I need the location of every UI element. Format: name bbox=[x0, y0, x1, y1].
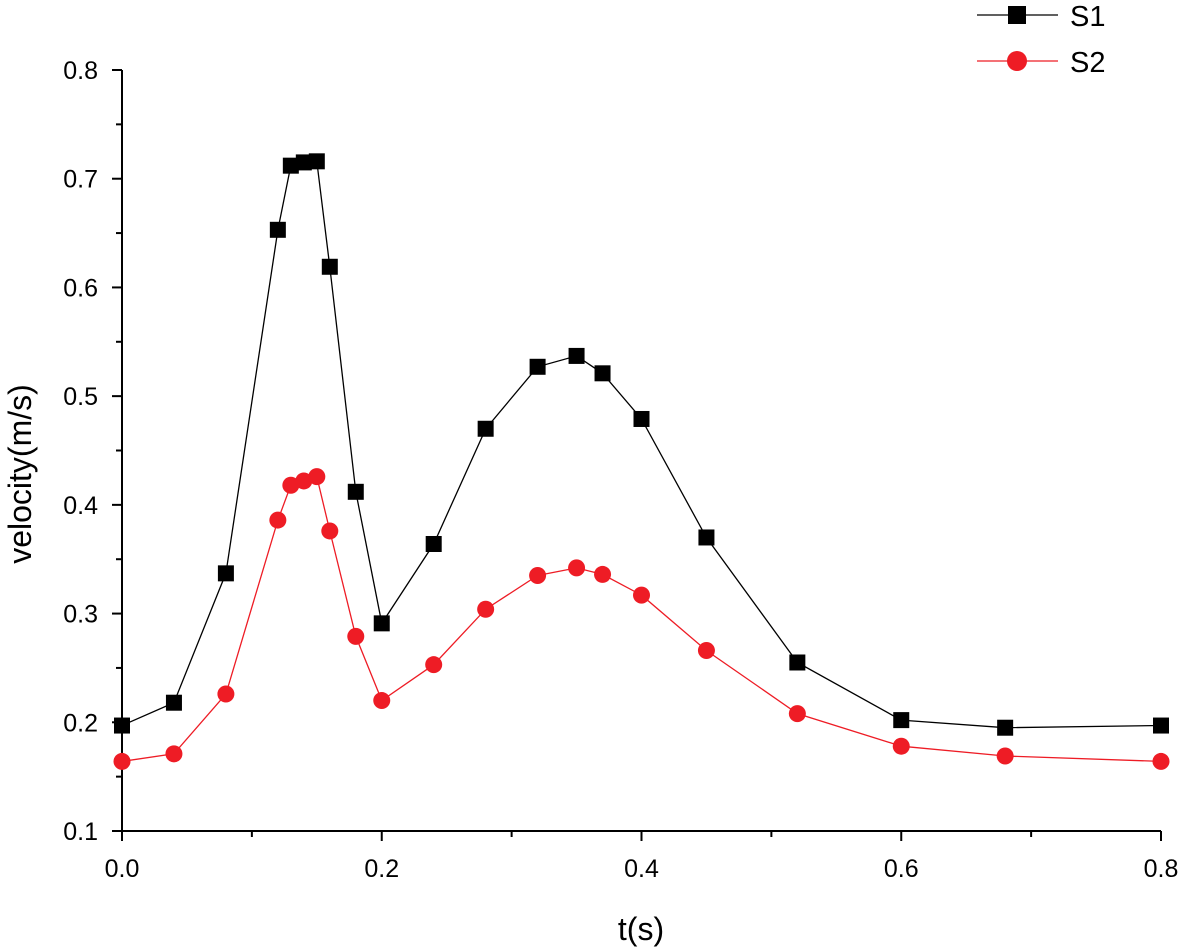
data-point-s2 bbox=[1152, 752, 1170, 770]
data-point-s1 bbox=[425, 535, 442, 552]
data-point-s2 bbox=[373, 692, 391, 710]
data-point-s2 bbox=[892, 737, 910, 755]
axes bbox=[121, 70, 1161, 832]
x-tick-label: 0.4 bbox=[624, 855, 659, 883]
data-point-s1 bbox=[997, 719, 1014, 736]
data-point-s1 bbox=[295, 154, 312, 171]
y-tick-label: 0.5 bbox=[63, 383, 98, 411]
y-tick-label: 0.8 bbox=[63, 57, 98, 85]
legend-entry-s1: S1 bbox=[977, 1, 1105, 33]
data-point-s2 bbox=[217, 685, 235, 703]
legend-entry-s2: S2 bbox=[977, 47, 1105, 79]
x-tick-label: 0.6 bbox=[884, 855, 919, 883]
data-point-s2 bbox=[529, 567, 547, 585]
series-s1 bbox=[114, 153, 1169, 736]
data-point-s2 bbox=[282, 476, 300, 494]
data-point-s2 bbox=[113, 752, 131, 770]
data-point-s1 bbox=[114, 717, 130, 734]
data-point-s1 bbox=[633, 410, 650, 427]
y-tick-label: 0.1 bbox=[63, 818, 98, 846]
x-tick-label: 0.0 bbox=[105, 855, 140, 883]
data-point-s1 bbox=[893, 712, 910, 729]
data-point-s1 bbox=[1153, 717, 1169, 734]
data-point-s1 bbox=[321, 258, 338, 275]
data-point-s2 bbox=[788, 705, 806, 723]
data-point-s2 bbox=[269, 511, 287, 529]
data-point-s2 bbox=[347, 627, 365, 645]
data-point-s2 bbox=[308, 468, 326, 486]
y-axis-title: velocity(m/s) bbox=[2, 384, 38, 564]
legend-marker bbox=[1008, 6, 1026, 24]
data-point-s2 bbox=[594, 565, 612, 583]
data-point-s2 bbox=[321, 522, 339, 540]
y-tick-label: 0.4 bbox=[63, 492, 98, 520]
data-point-s1 bbox=[477, 420, 494, 437]
data-point-s2 bbox=[996, 747, 1014, 765]
data-point-s2 bbox=[697, 642, 715, 660]
legend-label: S1 bbox=[1070, 1, 1105, 33]
data-point-s1 bbox=[217, 565, 234, 582]
ticks: 0.1 0.2 0.3 0.4 0.5 0.6 0.7 0.8 0.0 0.2 0.4 0.6 0.8 bbox=[63, 57, 1178, 883]
data-point-s2 bbox=[568, 559, 586, 577]
data-point-s1 bbox=[789, 654, 806, 671]
data-point-s2 bbox=[165, 745, 183, 763]
data-point-s1 bbox=[594, 365, 611, 382]
data-point-s1 bbox=[373, 615, 390, 632]
legend-marker bbox=[1007, 51, 1027, 71]
y-tick-label: 0.2 bbox=[63, 709, 98, 737]
data-point-s1 bbox=[347, 483, 364, 500]
data-point-s2 bbox=[477, 600, 495, 618]
data-point-s2 bbox=[633, 586, 650, 604]
data-point-s1 bbox=[698, 529, 715, 546]
series-line-s1 bbox=[121, 160, 1162, 729]
data-point-s1 bbox=[165, 694, 182, 711]
data-point-s1 bbox=[269, 221, 286, 238]
data-point-s2 bbox=[425, 656, 443, 674]
series bbox=[113, 153, 1170, 770]
y-tick-label: 0.3 bbox=[63, 601, 98, 629]
data-point-s2 bbox=[295, 472, 313, 490]
x-axis-title: t(s) bbox=[618, 911, 664, 947]
data-point-s1 bbox=[282, 157, 299, 174]
data-point-s1 bbox=[568, 347, 585, 364]
y-tick-label: 0.7 bbox=[63, 166, 98, 194]
series-s2 bbox=[113, 468, 1170, 770]
x-tick-label: 0.8 bbox=[1144, 855, 1179, 883]
x-tick-label: 0.2 bbox=[364, 855, 399, 883]
data-point-s1 bbox=[529, 358, 546, 375]
data-point-s1 bbox=[308, 153, 325, 170]
y-tick-label: 0.6 bbox=[63, 274, 98, 302]
legend-label: S2 bbox=[1070, 47, 1105, 79]
